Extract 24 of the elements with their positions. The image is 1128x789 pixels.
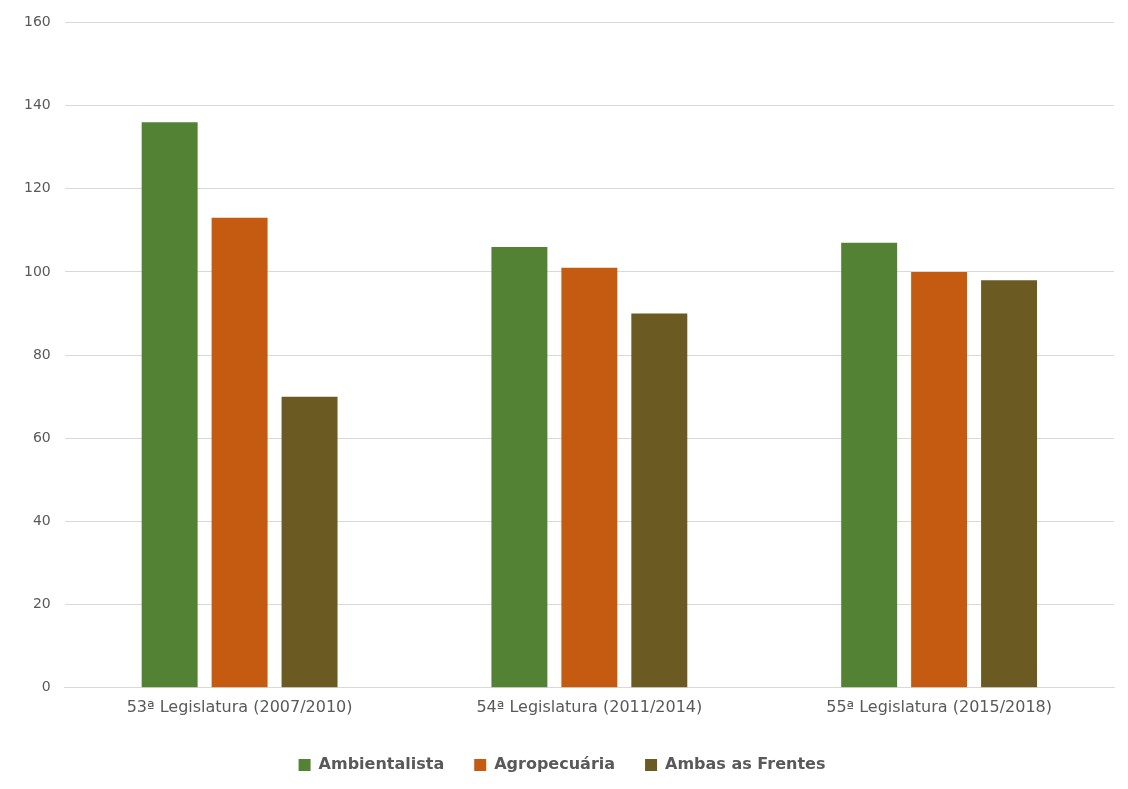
bar <box>841 242 898 688</box>
y-tick-label: 120 <box>23 179 51 196</box>
y-tick-label: 160 <box>23 13 51 30</box>
bar <box>211 217 268 688</box>
bar <box>911 271 968 688</box>
y-tick-label: 140 <box>23 96 51 113</box>
legend-label: Agropecuária <box>494 754 616 774</box>
y-tick-label: 20 <box>32 595 51 612</box>
bar <box>491 246 548 688</box>
y-tick-label: 100 <box>23 262 51 279</box>
y-tick-label: 0 <box>41 678 51 695</box>
x-tick-label: 54ª Legislatura (2011/2014) <box>476 696 703 716</box>
bar <box>561 267 618 688</box>
y-tick-label: 60 <box>32 428 51 445</box>
x-tick-label: 55ª Legislatura (2015/2018) <box>826 696 1053 716</box>
bar <box>631 313 688 688</box>
bar <box>141 122 198 688</box>
bar <box>981 280 1038 688</box>
y-tick-label: 80 <box>32 345 51 362</box>
x-tick-label: 53ª Legislatura (2007/2010) <box>126 696 353 716</box>
bar <box>281 396 338 688</box>
legend-label: Ambientalista <box>318 754 445 774</box>
legend-label: Ambas as Frentes <box>665 754 826 774</box>
y-tick-label: 40 <box>32 512 51 529</box>
